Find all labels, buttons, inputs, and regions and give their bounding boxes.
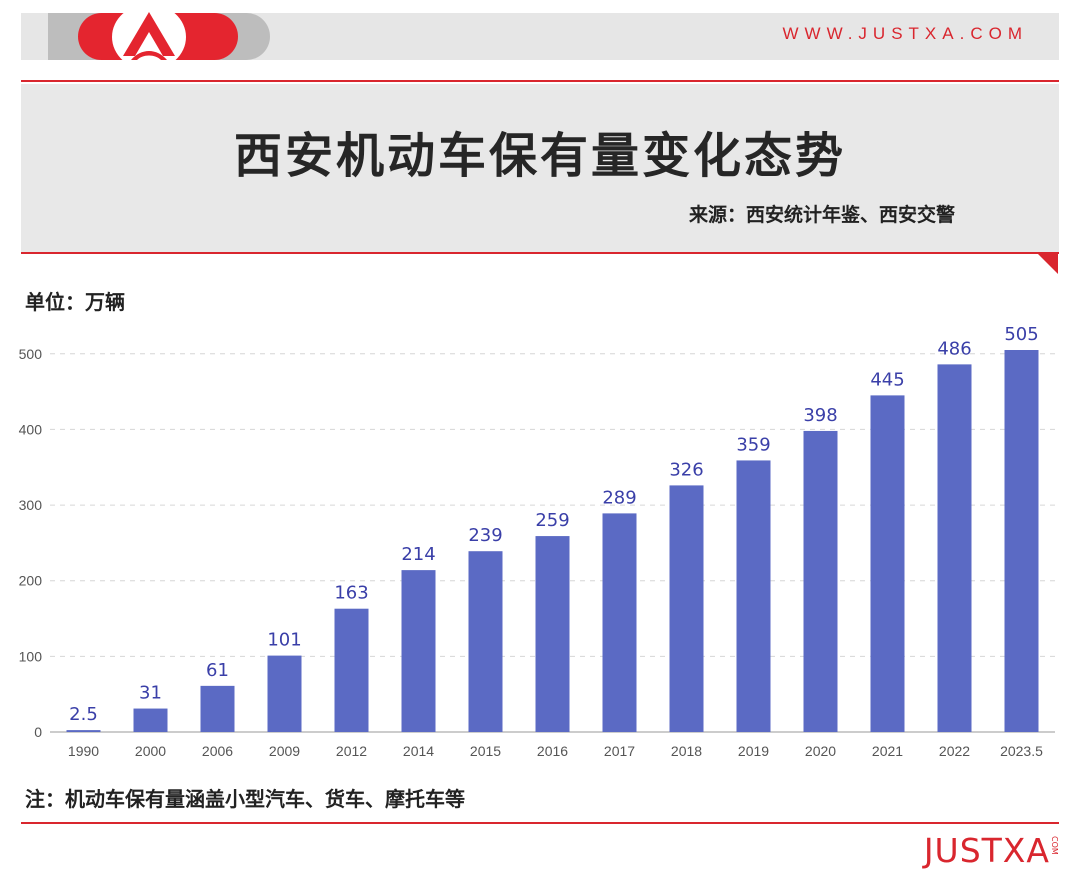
value-label: 359 bbox=[736, 434, 770, 455]
brand-wordmark: JUSTXA bbox=[923, 831, 1050, 870]
x-tick-label: 2021 bbox=[872, 743, 903, 759]
bar-2017[interactable] bbox=[602, 513, 637, 732]
value-label: 31 bbox=[139, 683, 162, 704]
x-tick-label: 2009 bbox=[269, 743, 300, 759]
value-label: 101 bbox=[267, 630, 301, 651]
x-tick-label: 2000 bbox=[135, 743, 166, 759]
bar-2018[interactable] bbox=[669, 485, 704, 732]
bar-1990[interactable] bbox=[66, 730, 101, 732]
value-label: 259 bbox=[535, 510, 569, 531]
x-tick-label: 1990 bbox=[68, 743, 99, 759]
bar-2021[interactable] bbox=[870, 395, 905, 732]
site-url[interactable]: WWW.JUSTXA.COM bbox=[782, 24, 1028, 43]
x-tick-label: 2018 bbox=[671, 743, 702, 759]
bar-2009[interactable] bbox=[267, 655, 302, 732]
justxa-logo-icon bbox=[123, 12, 175, 60]
y-tick-label: 100 bbox=[19, 648, 43, 664]
source-text: 来源：西安统计年鉴、西安交警 bbox=[688, 204, 955, 226]
value-label: 445 bbox=[870, 369, 904, 390]
x-tick-label: 2020 bbox=[805, 743, 836, 759]
value-label: 398 bbox=[803, 405, 837, 426]
value-label: 61 bbox=[206, 660, 229, 681]
bar-chart: 0 100 200 300 400 500 1990 2000 2006 2009 2012 2014… bbox=[19, 324, 1055, 759]
value-label: 326 bbox=[669, 459, 703, 480]
y-tick-label: 0 bbox=[34, 724, 42, 740]
value-label: 289 bbox=[602, 487, 636, 508]
bar-2012[interactable] bbox=[334, 608, 369, 732]
x-tick-label: 2014 bbox=[403, 743, 434, 759]
value-label: 214 bbox=[401, 544, 435, 565]
y-tick-label: 200 bbox=[19, 573, 43, 589]
x-tick-label: 2023.5 bbox=[1000, 743, 1043, 759]
x-tick-label: 2022 bbox=[939, 743, 970, 759]
value-label: 239 bbox=[468, 525, 502, 546]
bar-2023.5[interactable] bbox=[1004, 350, 1039, 732]
divider-bottom bbox=[21, 822, 1059, 824]
divider-title bbox=[21, 252, 1059, 254]
corner-flag bbox=[1036, 252, 1058, 274]
x-tick-label: 2017 bbox=[604, 743, 635, 759]
x-tick-label: 2012 bbox=[336, 743, 367, 759]
bar-2006[interactable] bbox=[200, 685, 235, 732]
x-tick-label: 2006 bbox=[202, 743, 233, 759]
value-label: 163 bbox=[334, 583, 368, 604]
bar-2019[interactable] bbox=[736, 460, 771, 732]
bar-2000[interactable] bbox=[133, 708, 168, 732]
y-tick-label: 400 bbox=[19, 421, 43, 437]
bar-2016[interactable] bbox=[535, 536, 570, 732]
footnote: 注：机动车保有量涵盖小型汽车、货车、摩托车等 bbox=[25, 787, 465, 811]
value-label: 486 bbox=[937, 338, 971, 359]
bar-2020[interactable] bbox=[803, 430, 838, 732]
page-title: 西安机动车保有量变化态势 bbox=[233, 128, 846, 184]
brand-suffix: COM bbox=[1050, 836, 1059, 855]
y-tick-label: 300 bbox=[19, 497, 43, 513]
value-label: 505 bbox=[1004, 324, 1038, 345]
y-tick-label: 500 bbox=[19, 346, 43, 362]
divider-top bbox=[21, 80, 1059, 82]
bar-2015[interactable] bbox=[468, 551, 503, 732]
x-tick-label: 2015 bbox=[470, 743, 501, 759]
unit-label: 单位：万辆 bbox=[25, 290, 125, 314]
x-tick-label: 2016 bbox=[537, 743, 568, 759]
title-panel: 西安机动车保有量变化态势 来源：西安统计年鉴、西安交警 bbox=[21, 84, 1059, 252]
bar-2014[interactable] bbox=[401, 570, 436, 732]
value-label: 2.5 bbox=[69, 704, 98, 725]
bar-2022[interactable] bbox=[937, 364, 972, 732]
x-tick-label: 2019 bbox=[738, 743, 769, 759]
